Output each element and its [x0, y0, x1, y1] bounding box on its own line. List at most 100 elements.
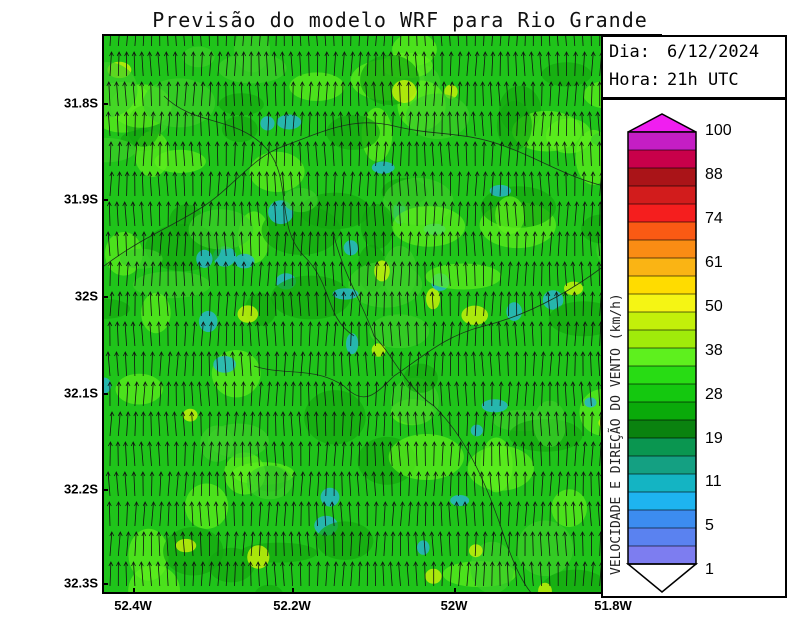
wind-arrow — [297, 261, 303, 287]
wind-arrow — [346, 231, 352, 257]
wind-arrow — [275, 261, 280, 287]
wind-arrow — [381, 111, 387, 137]
wind-arrow — [387, 321, 393, 347]
wind-arrow — [325, 81, 330, 107]
speed-patch — [343, 240, 359, 256]
wind-arrow — [440, 231, 446, 257]
wind-arrow — [330, 231, 336, 257]
wind-arrow — [521, 201, 526, 227]
wind-arrow — [482, 531, 488, 557]
speed-patch — [237, 305, 259, 323]
wind-arrow — [512, 561, 518, 587]
wind-arrow — [365, 381, 371, 407]
wind-arrow — [462, 501, 468, 527]
wind-arrow — [250, 411, 256, 437]
wind-arrow — [117, 171, 122, 197]
wind-arrow — [408, 501, 413, 527]
wind-arrow — [499, 36, 502, 47]
wind-arrow — [424, 111, 430, 137]
wind-arrow — [474, 291, 480, 317]
wind-arrow — [200, 441, 206, 467]
wind-arrow — [275, 231, 280, 257]
wind-arrow — [213, 381, 219, 407]
speed-patch — [403, 363, 438, 393]
wind-arrow — [133, 531, 139, 557]
wind-arrow — [578, 261, 584, 287]
wind-arrow — [258, 411, 263, 437]
wind-arrow — [233, 531, 239, 557]
wind-arrow — [225, 51, 231, 77]
wind-arrow — [481, 261, 486, 287]
wind-arrow — [216, 81, 221, 107]
wind-arrow — [316, 561, 321, 587]
wind-arrow — [230, 471, 235, 497]
wind-arrow — [582, 201, 588, 227]
wind-arrow — [579, 141, 584, 167]
wind-arrow — [255, 471, 261, 497]
wind-arrow — [217, 561, 223, 587]
wind-arrow — [408, 231, 413, 257]
wind-arrow — [131, 51, 137, 77]
wind-arrow — [190, 171, 196, 197]
wind-arrow — [350, 171, 356, 197]
wind-arrow — [483, 171, 488, 197]
inlet — [163, 95, 355, 337]
wind-arrow — [556, 321, 562, 347]
wind-arrow — [189, 291, 195, 317]
wind-field — [104, 36, 660, 592]
wind-arrow — [555, 51, 560, 77]
wind-arrow — [141, 231, 147, 257]
y-tick-label: 32.2S — [64, 481, 98, 497]
wind-arrow — [199, 351, 204, 377]
wind-arrow — [570, 501, 576, 527]
wind-arrow — [532, 111, 538, 137]
wind-arrow — [316, 36, 318, 47]
wind-arrow — [405, 411, 410, 437]
wind-arrow — [123, 111, 129, 137]
wind-arrow — [191, 351, 197, 377]
wind-arrow — [109, 411, 115, 437]
wind-arrow — [147, 321, 153, 347]
wind-arrow — [183, 111, 188, 137]
wind-arrow — [474, 51, 480, 77]
wind-arrow — [547, 261, 552, 287]
wind-arrow — [380, 561, 386, 587]
wind-arrow — [391, 36, 394, 47]
wind-arrow — [322, 531, 328, 557]
speed-patch — [584, 397, 597, 408]
wind-arrow — [516, 501, 521, 527]
wind-arrow — [123, 561, 129, 587]
wind-arrow — [242, 411, 248, 437]
wind-arrow — [506, 111, 511, 137]
wind-arrow — [521, 81, 527, 107]
wind-arrow — [504, 321, 509, 347]
wind-arrow — [545, 411, 551, 437]
wind-arrow — [499, 531, 505, 557]
wind-arrow — [148, 531, 154, 557]
wind-arrow — [208, 171, 214, 197]
wind-arrow — [267, 381, 273, 407]
wind-arrow — [116, 501, 121, 527]
wind-arrow — [474, 441, 479, 467]
wind-arrow — [431, 441, 437, 467]
wind-arrow — [159, 36, 161, 47]
wind-arrow — [487, 81, 493, 107]
wind-arrow — [446, 501, 451, 527]
wind-arrow — [149, 471, 155, 497]
wind-arrow — [440, 36, 443, 47]
wind-arrow — [289, 321, 295, 347]
wind-arrow — [406, 141, 412, 167]
wind-arrow — [222, 381, 228, 407]
wind-arrow — [173, 561, 179, 587]
wind-arrow — [132, 231, 138, 256]
speed-patch — [198, 310, 218, 333]
wind-arrow — [587, 111, 592, 137]
wind-arrow — [404, 291, 410, 317]
wind-arrow — [438, 411, 443, 437]
wind-arrow — [447, 111, 453, 137]
wind-arrow — [180, 291, 186, 317]
wind-arrow — [380, 471, 385, 497]
wind-arrow — [555, 501, 561, 527]
wind-arrow — [371, 321, 377, 347]
wind-arrow — [216, 531, 221, 557]
